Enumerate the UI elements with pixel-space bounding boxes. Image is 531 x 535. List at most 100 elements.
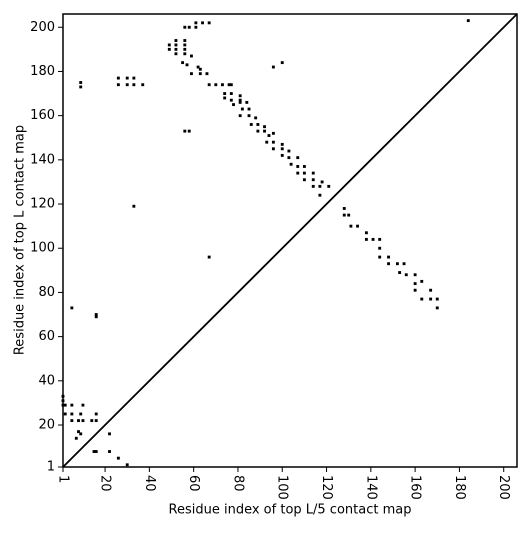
contact-point (265, 140, 269, 144)
contact-point (190, 72, 193, 76)
contact-point (247, 114, 251, 118)
contact-point (296, 165, 300, 168)
contact-point (271, 65, 275, 69)
contact-point (302, 178, 306, 182)
contact-point (256, 129, 260, 133)
contact-point (249, 123, 253, 126)
contact-point (70, 306, 74, 310)
contact-point (183, 25, 187, 29)
contact-point (404, 273, 408, 277)
contact-point (63, 412, 67, 416)
contact-point (238, 98, 242, 102)
contact-point (387, 262, 390, 266)
contact-point (318, 193, 322, 197)
contact-point (229, 92, 233, 95)
contact-point (263, 125, 266, 129)
contact-point (141, 83, 145, 87)
x-tick-label: 20 (98, 475, 113, 492)
contact-point (79, 81, 83, 84)
contact-point (70, 419, 74, 423)
contact-point (245, 100, 249, 104)
y-tick-label: 100 (30, 241, 55, 256)
contact-point (267, 134, 271, 137)
x-tick-label: 60 (186, 475, 201, 492)
x-tick-label: 160 (408, 475, 423, 500)
contact-point (327, 184, 331, 188)
contact-point (413, 282, 417, 286)
contact-point (413, 288, 417, 292)
contact-point (61, 399, 65, 403)
x-tick-label: 140 (363, 475, 378, 500)
contact-point (280, 147, 284, 151)
contact-point (378, 237, 382, 241)
contact-point (90, 419, 94, 423)
contact-point (125, 83, 129, 87)
contact-point (280, 61, 284, 65)
contact-point (287, 149, 291, 153)
contact-point (238, 114, 242, 118)
y-tick-label: 20 (38, 418, 55, 433)
contact-point (183, 129, 187, 133)
contact-point (227, 83, 231, 87)
contact-point (402, 262, 406, 266)
contact-point (187, 25, 191, 29)
contact-point (167, 47, 171, 51)
y-tick-label: 60 (38, 329, 55, 344)
contact-point (302, 171, 306, 175)
contact-point (364, 237, 368, 241)
contact-point (395, 262, 399, 266)
contact-point (167, 43, 171, 47)
contact-point (108, 450, 111, 453)
contact-point (320, 180, 324, 184)
contact-point (387, 255, 390, 259)
y-tick-label: 80 (38, 285, 55, 300)
y-axis-label: Residue index of top L contact map (13, 125, 28, 355)
contact-point (183, 43, 187, 47)
contact-point (280, 142, 284, 146)
x-tick-label: 1 (56, 475, 71, 483)
contact-point (311, 178, 315, 182)
contact-point (201, 21, 204, 25)
contact-point (229, 83, 233, 87)
contact-point (223, 96, 227, 100)
contact-point (94, 412, 98, 416)
y-tick-label: 40 (38, 373, 55, 388)
contact-point (74, 436, 78, 440)
contact-point (254, 116, 258, 120)
y-tick-label: 200 (30, 20, 55, 35)
contact-point (420, 297, 424, 301)
contact-point (183, 52, 187, 56)
contact-point (116, 83, 120, 87)
contact-point (287, 156, 291, 160)
contact-point (94, 419, 98, 423)
contact-point (289, 162, 293, 166)
contact-point (364, 231, 368, 235)
contact-point (194, 21, 198, 25)
contact-point (342, 207, 346, 210)
contact-point (125, 463, 129, 467)
contact-point (174, 47, 178, 51)
y-tick-label: 1 (47, 460, 55, 475)
contact-point (77, 430, 80, 434)
x-tick-label: 200 (496, 475, 511, 500)
contact-point (398, 271, 402, 274)
contact-point (378, 246, 382, 250)
contact-point (174, 39, 178, 42)
contact-point (79, 432, 83, 436)
contact-point (79, 85, 83, 89)
contact-point (466, 19, 470, 23)
contact-point (94, 315, 98, 319)
contact-point (94, 313, 98, 316)
contact-point (207, 83, 211, 87)
y-tick-label: 120 (30, 197, 55, 212)
contact-point (196, 65, 200, 69)
contact-point (187, 129, 191, 133)
contact-point (207, 21, 211, 25)
contact-point (190, 54, 193, 58)
contact-point (280, 153, 284, 157)
contact-point (207, 255, 211, 259)
contact-point (70, 412, 74, 416)
contact-point (221, 83, 224, 87)
x-tick-label: 120 (319, 475, 334, 500)
contact-point (435, 297, 439, 301)
